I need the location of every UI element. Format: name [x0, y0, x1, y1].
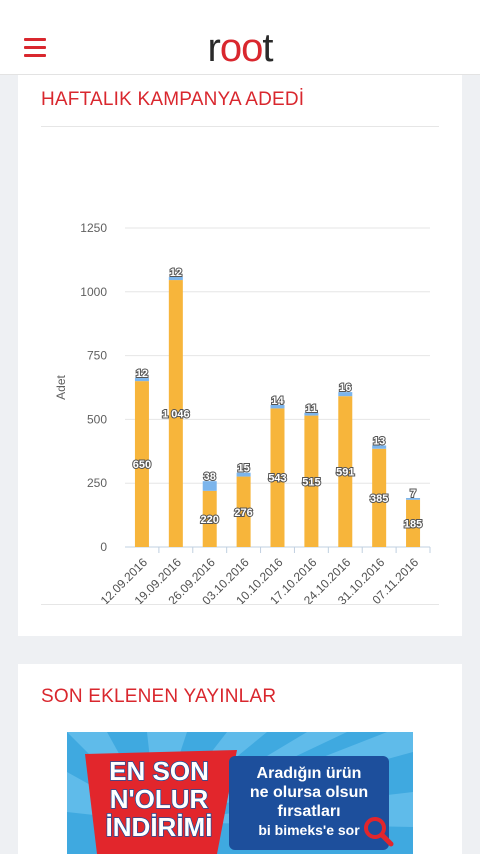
- bar-reklam: [168, 280, 183, 547]
- data-label-reklam: 276: [234, 507, 252, 519]
- bar-insert: [338, 392, 353, 397]
- y-tick-label: 1250: [80, 221, 107, 235]
- y-tick-label: 1000: [80, 285, 107, 299]
- menu-line: [24, 38, 46, 41]
- data-label-reklam: 650: [133, 459, 151, 471]
- data-label-reklam: 543: [268, 473, 286, 485]
- y-axis-label: Adet: [54, 374, 68, 399]
- data-label-insert: 16: [339, 382, 351, 394]
- app-header: root: [0, 0, 480, 75]
- y-tick-label: 0: [100, 540, 107, 554]
- banner-headline-line: İNDİRİMİ: [106, 812, 213, 842]
- search-icon: [364, 817, 394, 847]
- data-label-insert: 12: [136, 368, 148, 380]
- bar-reklam: [372, 448, 387, 547]
- data-label-reklam: 1 046: [162, 409, 190, 421]
- banner-text-line: Aradığın ürün: [257, 765, 362, 782]
- banner-text: Aradığın ürün ne olursa olsun fırsatları bi…: [250, 765, 368, 838]
- data-label-reklam: 185: [404, 518, 422, 530]
- banner-text-line: fırsatları: [277, 803, 340, 820]
- data-label-insert: 15: [237, 463, 249, 475]
- menu-line: [24, 46, 46, 49]
- y-tick-label: 250: [87, 476, 107, 490]
- banner-text-line: ne olursa olsun: [250, 784, 368, 801]
- root-logo[interactable]: root: [207, 26, 274, 70]
- weekly-campaigns-title: HAFTALIK KAMPANYA ADEDİ: [41, 89, 305, 110]
- bar-reklam: [406, 499, 421, 547]
- data-label-reklam: 515: [302, 476, 320, 488]
- bimeks-ad-banner[interactable]: EN SON N'OLUR İNDİRİMİ Aradığın ürün ne olu…: [67, 732, 413, 854]
- banner-headline-line: EN SON: [109, 756, 209, 786]
- bar-insert: [372, 445, 387, 449]
- bar-insert: [168, 276, 183, 281]
- bar-insert: [236, 472, 251, 477]
- bar-insert: [202, 481, 217, 491]
- bar-insert: [134, 378, 149, 382]
- data-label-reklam: 591: [336, 467, 354, 479]
- latest-publications-title: SON EKLENEN YAYINLAR: [41, 686, 277, 707]
- banner-text-line: bi bimeks'e sor: [258, 822, 360, 838]
- data-label-reklam: 220: [201, 514, 219, 526]
- hamburger-menu-icon[interactable]: [24, 38, 46, 58]
- menu-line: [24, 54, 46, 57]
- title-divider: [41, 126, 439, 127]
- bar-reklam: [202, 490, 217, 547]
- data-label-insert: 11: [306, 403, 318, 415]
- latest-publications-card: SON EKLENEN YAYINLAR EN SON N'OLUR İNDİRİM…: [18, 664, 462, 854]
- y-tick-label: 500: [87, 412, 107, 426]
- data-label-insert: 7: [410, 488, 416, 500]
- data-label-insert: 12: [170, 267, 182, 279]
- weekly-campaigns-card: HAFTALIK KAMPANYA ADEDİ 0 250 500 750 1000 12…: [18, 74, 462, 636]
- bar-insert: [270, 404, 285, 409]
- bar-insert: [304, 412, 319, 416]
- data-label-insert: 14: [271, 395, 284, 407]
- bar-reklam: [270, 408, 285, 547]
- bar-reklam: [134, 381, 149, 547]
- bar-insert: [406, 498, 421, 500]
- card-bottom-divider: [41, 604, 439, 605]
- bar-reklam: [236, 476, 251, 547]
- y-tick-label: 750: [87, 349, 107, 363]
- data-label-reklam: 385: [370, 493, 388, 505]
- bar-reklam: [304, 415, 319, 547]
- bar-reklam: [338, 396, 353, 547]
- data-label-insert: 38: [204, 471, 216, 483]
- banner-headline-line: N'OLUR: [110, 784, 209, 814]
- data-label-insert: 13: [373, 435, 385, 447]
